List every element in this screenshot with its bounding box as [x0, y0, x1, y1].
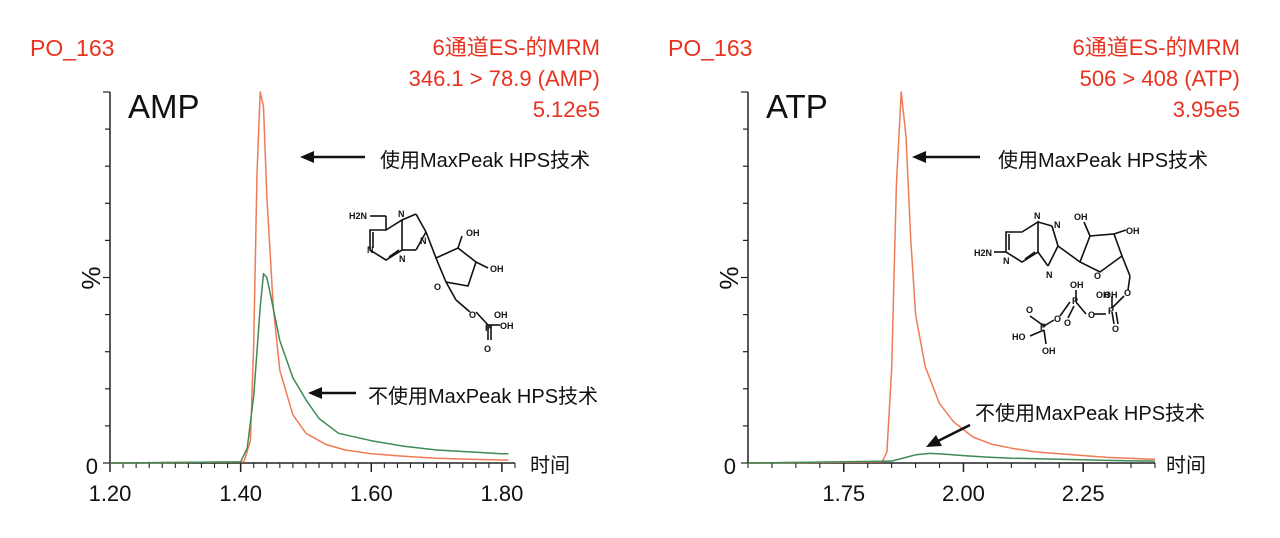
amp-x-axis-label: 时间: [530, 454, 570, 477]
amp-x-tick-label: 1.40: [219, 481, 262, 506]
amp-y-axis-label: %: [76, 266, 106, 289]
amp-annotation-without: 不使用MaxPeak HPS技术: [308, 385, 598, 408]
atp-atom: O: [1054, 314, 1061, 324]
amp-atom: OH: [494, 310, 508, 320]
amp-atom: H2N: [349, 211, 367, 221]
amp-sample-name: PO_163: [30, 35, 114, 61]
atp-series: [747, 91, 1156, 464]
arrow-icon: [308, 387, 322, 399]
atp-atom: OH: [1070, 280, 1084, 290]
arrow-icon: [926, 435, 942, 447]
amp-y-zero-label: 0: [86, 454, 98, 479]
atp-y-axis-label: %: [714, 266, 744, 289]
atp-atom: O: [1026, 305, 1033, 315]
amp-panel-label: AMP: [128, 88, 200, 125]
atp-atom: OH: [1104, 290, 1118, 300]
atp-header-line-1: 6通道ES-的MRM: [1073, 35, 1240, 60]
amp-x-tick-labels: 1.20 1.40 1.60 1.80: [89, 481, 524, 506]
atp-atom: HO: [1012, 332, 1026, 342]
amp-atom: N: [420, 236, 427, 246]
amp-series: [109, 91, 509, 464]
amp-atom: O: [434, 282, 441, 292]
atp-atom: N: [1034, 211, 1041, 221]
amp-x-tick-label: 1.80: [481, 481, 524, 506]
atp-atom: N: [1046, 270, 1053, 280]
arrow-icon: [300, 151, 314, 163]
amp-atom: P: [485, 323, 491, 333]
amp-atom: OH: [466, 228, 480, 238]
amp-header-line-2: 346.1 > 78.9 (AMP): [409, 66, 600, 91]
atp-atom: P: [1040, 322, 1046, 332]
amp-annotation-with-text: 使用MaxPeak HPS技术: [380, 149, 590, 172]
amp-x-tick-label: 1.20: [89, 481, 132, 506]
atp-x-tick-label: 2.25: [1062, 481, 1105, 506]
amp-atom: N: [398, 209, 405, 219]
atp-header-line-3: 3.95e5: [1173, 97, 1240, 122]
amp-atom: OH: [490, 264, 504, 274]
amp-structure-drawing: H2N N N N N O OH OH O P OH OH O: [349, 209, 514, 354]
atp-x-tick-label: 2.00: [942, 481, 985, 506]
atp-y-zero-label: 0: [724, 454, 736, 479]
amp-atom: O: [469, 310, 476, 320]
atp-annotation-without-text: 不使用MaxPeak HPS技术: [975, 402, 1205, 425]
atp-atom: P: [1108, 306, 1114, 316]
amp-atom: N: [367, 245, 374, 255]
amp-series-without-maxpeak: [109, 273, 509, 464]
amp-axes: [103, 91, 516, 472]
atp-header-line-2: 506 > 408 (ATP): [1080, 66, 1240, 91]
atp-atom: O: [1064, 318, 1071, 328]
atp-structure-drawing: H2N N N N N O OH OH OH P O OH P O OH P O…: [974, 211, 1140, 356]
atp-x-tick-label: 1.75: [822, 481, 865, 506]
atp-atom: OH: [1074, 212, 1088, 222]
atp-atom: H2N: [974, 248, 992, 258]
amp-atom: OH: [500, 321, 514, 331]
atp-annotation-with: 使用MaxPeak HPS技术: [912, 149, 1208, 172]
atp-atom: P: [1072, 296, 1078, 306]
atp-panel-label: ATP: [766, 88, 828, 125]
amp-series-with-maxpeak: [109, 91, 509, 464]
atp-atom: OH: [1042, 346, 1056, 356]
amp-annotation-without-text: 不使用MaxPeak HPS技术: [368, 385, 598, 408]
atp-annotation-with-text: 使用MaxPeak HPS技术: [998, 149, 1208, 172]
atp-atom: O: [1094, 271, 1101, 281]
atp-atom: O: [1088, 310, 1095, 320]
atp-series-with-maxpeak: [747, 91, 1156, 464]
atp-atom: OH: [1126, 226, 1140, 236]
amp-x-tick-label: 1.60: [350, 481, 393, 506]
atp-x-axis-label: 时间: [1166, 454, 1206, 477]
amp-panel: PO_163 6通道ES-的MRM 346.1 > 78.9 (AMP) 5.1…: [30, 35, 600, 506]
amp-annotation-with: 使用MaxPeak HPS技术: [300, 149, 590, 172]
atp-series-without-maxpeak: [747, 452, 1156, 464]
atp-sample-name: PO_163: [668, 35, 752, 61]
amp-atom: O: [484, 344, 491, 354]
atp-atom: O: [1124, 288, 1131, 298]
atp-panel: PO_163 6通道ES-的MRM 506 > 408 (ATP) 3.95e5…: [668, 35, 1240, 506]
atp-x-tick-labels: 1.75 2.00 2.25: [822, 481, 1104, 506]
atp-atom: N: [1003, 256, 1010, 266]
atp-atom: N: [1054, 220, 1061, 230]
amp-atom: N: [399, 254, 406, 264]
amp-header-line-1: 6通道ES-的MRM: [433, 35, 600, 60]
atp-atom: O: [1112, 324, 1119, 334]
atp-annotation-without: 不使用MaxPeak HPS技术: [926, 402, 1205, 447]
arrow-icon: [912, 151, 926, 163]
atp-atom: OH: [1096, 290, 1110, 300]
amp-header-line-3: 5.12e5: [533, 97, 600, 122]
